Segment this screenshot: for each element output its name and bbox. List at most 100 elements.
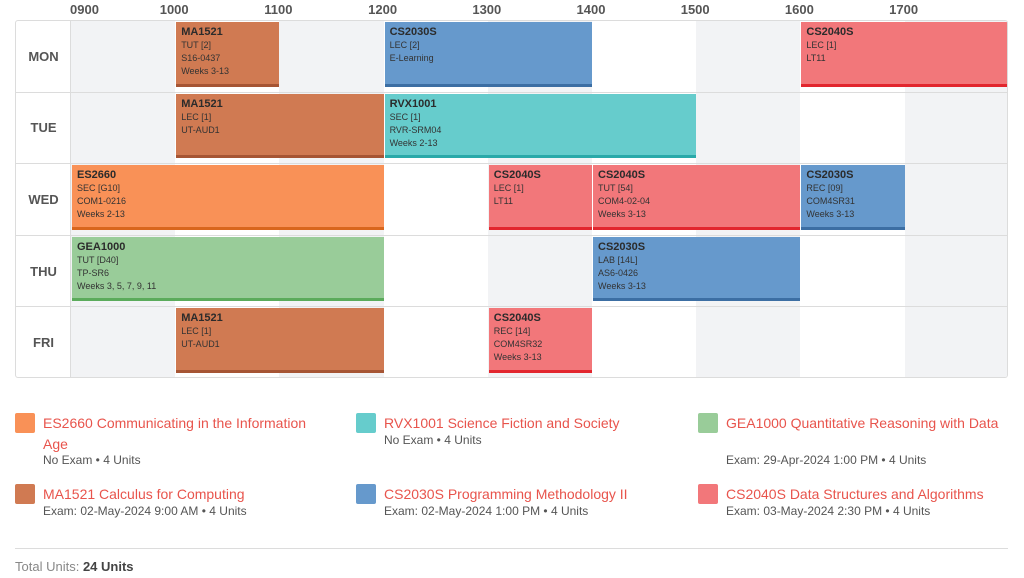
lesson-detail: TUT [D40]	[77, 254, 119, 265]
lesson-detail: UT-AUD1	[181, 339, 220, 350]
hour-cell	[71, 307, 176, 377]
hour-cell	[279, 21, 384, 92]
lesson-detail: RVR-SRM04	[389, 124, 442, 135]
module-item: GEA1000 Quantitative Reasoning with Data…	[698, 413, 998, 473]
hour-cell	[904, 92, 1007, 164]
module-exam-info: No Exam • 4 Units	[43, 453, 141, 467]
module-title-link[interactable]: CS2040S Data Structures and Algorithms	[726, 486, 984, 502]
time-label: 1600	[784, 2, 814, 17]
lesson-block-es2660[interactable]: ES2660 SEC [G10] COM1-0216 Weeks 2-13	[72, 165, 384, 230]
lesson-detail: LEC [1]	[181, 326, 212, 337]
color-swatch[interactable]	[698, 413, 718, 433]
lesson-detail: Weeks 3-13	[598, 280, 646, 291]
day-label-thu: THU	[30, 263, 57, 279]
lesson-detail: Weeks 3, 5, 7, 9, 11	[77, 280, 157, 291]
lesson-detail: E-Learning	[389, 53, 434, 63]
lesson-detail: COM4SR32	[493, 339, 543, 350]
lesson-code: CS2030S	[806, 169, 854, 182]
lesson-block-cs2030s[interactable]: CS2030S REC [09] COM4SR31 Weeks 3-13	[801, 165, 905, 230]
hour-cell	[696, 92, 801, 164]
lesson-block-cs2040s[interactable]: CS2040S TUT [54] COM4-02-04 Weeks 3-13	[593, 165, 801, 230]
lesson-detail: TP-SR6	[77, 267, 110, 278]
divider	[15, 548, 1008, 549]
time-label: 1300	[472, 2, 502, 17]
lesson-detail: TUT [54]	[598, 183, 633, 194]
lesson-block-gea1000[interactable]: GEA1000 TUT [D40] TP-SR6 Weeks 3, 5, 7, 9, …	[72, 236, 384, 302]
lesson-code: CS2030S	[598, 240, 646, 253]
hour-cell	[904, 164, 1007, 235]
lesson-code: CS2040S	[493, 169, 541, 182]
day-label-mon: MON	[28, 48, 59, 64]
lesson-block-cs2040s[interactable]: CS2040S REC [14] COM4SR32 Weeks 3-13	[488, 308, 592, 373]
lesson-detail: LT11	[806, 53, 826, 63]
row-divider	[16, 91, 71, 93]
color-swatch[interactable]	[356, 413, 376, 433]
lesson-code: ES2660	[77, 169, 117, 182]
module-exam-info: No Exam • 4 Units	[384, 433, 482, 447]
module-title-link[interactable]: RVX1001 Science Fiction and Society	[384, 415, 620, 431]
module-exam-info: Exam: 02-May-2024 9:00 AM • 4 Units	[43, 504, 247, 518]
module-item: ES2660 Communicating in the Information …	[15, 413, 315, 473]
lesson-code: GEA1000	[77, 240, 126, 253]
module-title-link[interactable]: MA1521 Calculus for Computing	[43, 486, 245, 502]
lesson-block-rvx1001[interactable]: RVX1001 SEC [1] RVR-SRM04 Weeks 2-13	[384, 93, 697, 159]
time-label: 1700	[889, 2, 919, 17]
module-item: CS2030S Programming Methodology II Exam: …	[356, 484, 656, 544]
lesson-detail: S16-0437	[181, 53, 221, 63]
lesson-code: CS2040S	[493, 312, 541, 325]
lesson-detail: LAB [14L]	[598, 254, 638, 265]
lesson-block-cs2030s[interactable]: CS2030S LAB [14L] AS6-0426 Weeks 3-13	[593, 236, 801, 302]
module-title-link[interactable]: ES2660 Communicating in the Information …	[43, 415, 307, 452]
row-divider	[16, 234, 71, 236]
module-item: RVX1001 Science Fiction and Society No Ex…	[356, 413, 656, 473]
lesson-block-cs2040s[interactable]: CS2040S LEC [1] LT11	[801, 22, 1007, 87]
lesson-code: CS2040S	[598, 169, 646, 182]
module-exam-info: Exam: 03-May-2024 2:30 PM • 4 Units	[726, 504, 931, 518]
lesson-detail: TUT [2]	[181, 40, 212, 50]
module-exam-info: Exam: 02-May-2024 1:00 PM • 4 Units	[384, 504, 589, 518]
row-divider	[16, 306, 71, 308]
color-swatch[interactable]	[15, 413, 35, 433]
lesson-block-cs2030s[interactable]: CS2030S LEC [2] E-Learning	[384, 22, 592, 87]
lesson-detail: LEC [1]	[181, 111, 212, 122]
time-label: 0900	[70, 2, 99, 17]
module-item: MA1521 Calculus for Computing Exam: 02-Ma…	[15, 484, 315, 544]
hour-cell	[904, 307, 1007, 377]
color-swatch[interactable]	[356, 484, 376, 504]
lesson-code: MA1521	[181, 312, 223, 325]
time-label: 1500	[680, 2, 710, 17]
module-title-link[interactable]: GEA1000 Quantitative Reasoning with Data	[726, 415, 999, 431]
color-swatch[interactable]	[15, 484, 35, 504]
color-swatch[interactable]	[698, 484, 718, 504]
time-label: 1000	[159, 2, 189, 17]
lesson-detail: Weeks 3-13	[806, 209, 855, 220]
timetable-grid: MON TUE WED THU FRI MA1521 TUT [2] S16-0437 Week…	[15, 20, 1008, 378]
module-title-link[interactable]: CS2030S Programming Methodology II	[384, 486, 628, 502]
time-label: 1200	[368, 2, 398, 17]
hour-cell	[487, 235, 592, 307]
lesson-block-ma1521[interactable]: MA1521 TUT [2] S16-0437 Weeks 3-13	[176, 22, 280, 87]
day-label-wed: WED	[28, 192, 59, 207]
hour-cell	[71, 92, 176, 164]
module-item: CS2040S Data Structures and Algorithms Ex…	[698, 484, 998, 544]
lesson-block-ma1521[interactable]: MA1521 LEC [1] UT-AUD1	[176, 93, 384, 159]
lesson-detail: COM4SR31	[806, 196, 855, 207]
lesson-detail: UT-AUD1	[181, 124, 220, 135]
lesson-detail: LEC [2]	[389, 40, 420, 50]
total-units-label: Total Units:	[15, 559, 80, 574]
lesson-detail: LT11	[493, 196, 513, 207]
lesson-block-ma1521[interactable]: MA1521 LEC [1] UT-AUD1	[176, 308, 384, 373]
lesson-detail: REC [09]	[806, 183, 843, 194]
hour-cell	[904, 235, 1007, 307]
lesson-block-cs2040s[interactable]: CS2040S LEC [1] LT11	[488, 165, 592, 230]
total-units-value: 24 Units	[82, 559, 134, 574]
day-label-fri: FRI	[33, 335, 54, 351]
lesson-detail: LEC [1]	[806, 40, 837, 50]
lesson-detail: Weeks 3-13	[598, 209, 646, 220]
lesson-code: RVX1001	[389, 97, 437, 110]
lesson-detail: Weeks 2-13	[77, 209, 125, 220]
module-exam-info: Exam: 29-Apr-2024 1:00 PM • 4 Units	[726, 453, 927, 467]
time-label: 1100	[264, 2, 293, 17]
total-units: Total Units: 24 Units	[15, 559, 134, 574]
hour-cell	[71, 21, 176, 92]
